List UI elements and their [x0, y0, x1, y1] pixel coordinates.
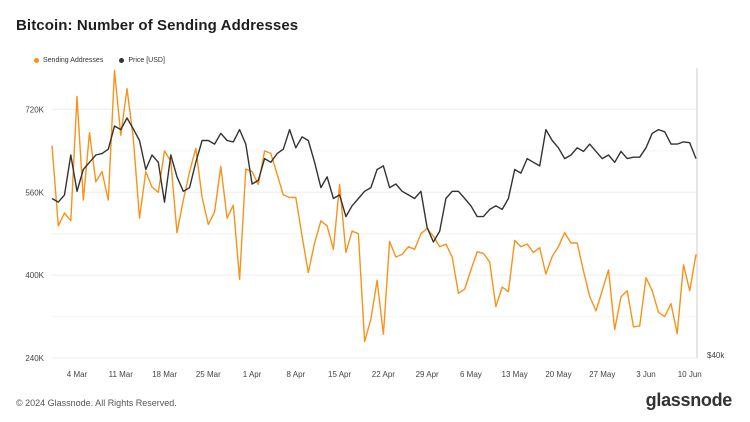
- x-tick-label-14: 10 Jun: [678, 370, 702, 379]
- y-tick-label-3: 720K: [25, 105, 44, 114]
- x-tick-label-4: 1 Apr: [243, 370, 262, 379]
- x-tick-label-7: 22 Apr: [372, 370, 395, 379]
- copyright-text: © 2024 Glassnode. All Rights Reserved.: [16, 398, 177, 408]
- legend-item-sending[interactable]: Sending Addresses: [34, 57, 103, 64]
- y-tick-label-1: 400K: [25, 271, 44, 280]
- price-line: [51, 117, 697, 243]
- x-tick-label-11: 20 May: [545, 370, 571, 379]
- legend-item-price[interactable]: Price [USD]: [119, 57, 165, 64]
- x-tick-label-8: 29 Apr: [416, 370, 439, 379]
- legend-label-sending: Sending Addresses: [43, 57, 104, 64]
- x-tick-label-6: 15 Apr: [328, 370, 351, 379]
- y-right-tick-label-0: $40k: [707, 351, 725, 360]
- y-tick-label-2: 560K: [25, 188, 44, 197]
- x-tick-label-3: 25 Mar: [196, 370, 221, 379]
- x-tick-label-9: 6 May: [460, 370, 482, 379]
- glassnode-logo: glassnode: [645, 390, 733, 410]
- x-tick-label-12: 27 May: [589, 370, 615, 379]
- legend-label-price: Price [USD]: [128, 57, 165, 64]
- x-tick-label-2: 18 Mar: [152, 370, 177, 379]
- x-tick-label-0: 4 Mar: [67, 370, 88, 379]
- legend-dot-price: [119, 58, 125, 63]
- chart-title: Bitcoin: Number of Sending Addresses: [16, 17, 299, 34]
- x-tick-label-10: 13 May: [502, 370, 528, 379]
- sending-addresses-line: [51, 69, 697, 343]
- legend: Sending Addresses Price [USD]: [34, 57, 165, 64]
- y-tick-label-0: 240K: [25, 354, 44, 363]
- x-tick-label-1: 11 Mar: [109, 370, 134, 379]
- x-tick-label-13: 3 Jun: [636, 370, 656, 379]
- legend-dot-sending: [34, 58, 39, 63]
- x-tick-label-5: 8 Apr: [287, 370, 306, 379]
